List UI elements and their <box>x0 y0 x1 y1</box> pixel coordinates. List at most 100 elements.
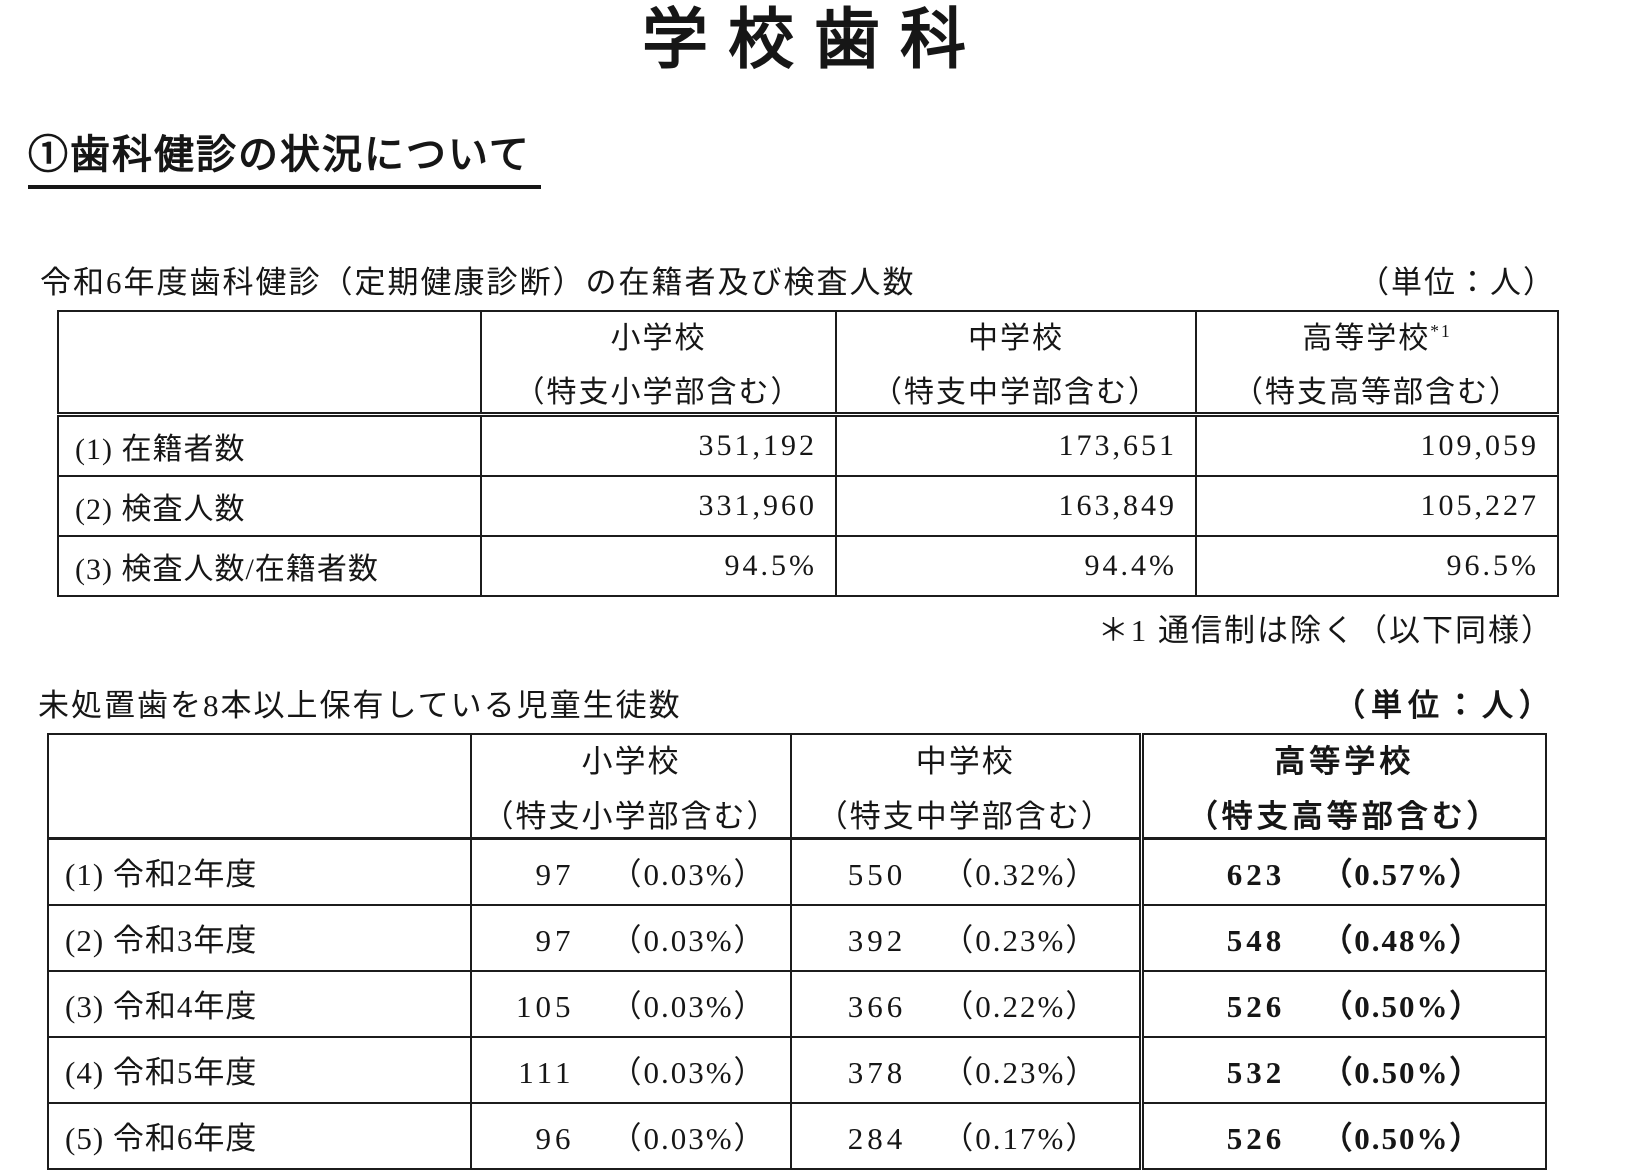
count-value: 97 <box>535 923 575 959</box>
table1-unit-label: （単位：人） <box>1358 264 1556 300</box>
percent-value: （0.17%） <box>942 1121 1099 1157</box>
table1-header-high-school: 高等学校*1 （特支高等部含む） <box>1195 309 1559 417</box>
document-page: 学校歯科 ①歯科健診の状況について 令和6年度歯科健診（定期健康診断）の在籍者及… <box>0 4 1628 1170</box>
table-cell: 105,227 <box>1195 474 1559 537</box>
percent-value: （0.50%） <box>1321 1121 1483 1157</box>
table-cell: 366 （0.22%） <box>790 969 1142 1038</box>
table-cell: 163,849 <box>835 474 1197 537</box>
row-label: (2) 令和3年度 <box>47 903 472 972</box>
table-row: (1) 在籍者数 351,192 173,651 109,059 <box>57 413 1559 477</box>
table1-corner-cell <box>57 309 482 417</box>
column-title: 小学校 <box>610 321 707 355</box>
table-cell: 284 （0.17%） <box>790 1101 1142 1170</box>
percent-value: （0.03%） <box>610 1121 767 1157</box>
table2-header-high-school: 高等学校 （特支高等部含む） <box>1138 732 1547 840</box>
table-cell: 351,192 <box>480 413 837 477</box>
table-row: (4) 令和5年度 111 （0.03%） 378 （0.23%） 532 （0.50… <box>47 1035 1547 1104</box>
row-label: (3) 検査人数/在籍者数 <box>57 534 482 597</box>
table-cell: 392 （0.23%） <box>790 903 1142 972</box>
table-cell: 526 （0.50%） <box>1138 969 1547 1038</box>
count-value: 111 <box>518 1055 575 1091</box>
table2-corner-cell <box>47 732 472 840</box>
table-row: (5) 令和6年度 96 （0.03%） 284 （0.17%） 526 （0.50%… <box>47 1101 1547 1170</box>
count-value: 550 <box>847 857 907 893</box>
table1-header-elementary: 小学校 （特支小学部含む） <box>480 309 837 417</box>
table-cell: 173,651 <box>835 413 1197 477</box>
percent-value: （0.48%） <box>1321 923 1483 959</box>
table-cell: 96.5% <box>1195 534 1559 597</box>
table-row: (3) 令和4年度 105 （0.03%） 366 （0.22%） 526 （0.50… <box>47 969 1547 1038</box>
table-cell: 623 （0.57%） <box>1138 837 1547 906</box>
table1-header-junior-high: 中学校 （特支中学部含む） <box>835 309 1197 417</box>
table2-header-junior-high: 中学校 （特支中学部含む） <box>790 732 1142 840</box>
column-subtitle: （特支中学部含む） <box>872 375 1160 409</box>
column-footnote-marker: *1 <box>1430 320 1452 341</box>
table2-caption: 未処置歯を8本以上保有している児童生徒数 <box>38 687 682 723</box>
section-heading-wrap: ①歯科健診の状況について <box>28 89 1628 222</box>
count-value: 97 <box>535 857 575 893</box>
exam-counts-table: 小学校 （特支小学部含む） 中学校 （特支中学部含む） 高等学校*1 （特支高等… <box>57 309 1559 597</box>
table-cell: 526 （0.50%） <box>1138 1101 1547 1170</box>
row-label: (3) 令和4年度 <box>47 969 472 1038</box>
table-cell: 550 （0.32%） <box>790 837 1142 906</box>
percent-value: （0.57%） <box>1321 857 1483 893</box>
count-value: 548 <box>1226 923 1286 959</box>
count-value: 392 <box>847 923 907 959</box>
table-cell: 532 （0.50%） <box>1138 1035 1547 1104</box>
column-subtitle: （特支中学部含む） <box>816 798 1114 834</box>
percent-value: （0.23%） <box>942 923 1099 959</box>
row-label: (2) 検査人数 <box>57 474 482 537</box>
percent-value: （0.22%） <box>942 989 1099 1025</box>
percent-value: （0.50%） <box>1321 1055 1483 1091</box>
table-cell: 94.5% <box>480 534 837 597</box>
table-cell: 111 （0.03%） <box>470 1035 792 1104</box>
column-subtitle: （特支小学部含む） <box>482 798 780 834</box>
count-value: 526 <box>1226 989 1286 1025</box>
table1-footnote: ＊1 通信制は除く（以下同様） <box>1097 612 1554 648</box>
column-subtitle: （特支小学部含む） <box>514 375 803 409</box>
table-cell: 109,059 <box>1195 413 1559 477</box>
table2-unit-label: （単位：人） <box>1334 687 1556 723</box>
table1-header-row: 小学校 （特支小学部含む） 中学校 （特支中学部含む） 高等学校*1 （特支高等… <box>57 309 1559 417</box>
table-cell: 97 （0.03%） <box>470 903 792 972</box>
count-value: 532 <box>1226 1055 1286 1091</box>
table2-header-row: 小学校 （特支小学部含む） 中学校 （特支中学部含む） 高等学校 （特支高等部含… <box>47 732 1547 840</box>
table1-caption: 令和6年度歯科健診（定期健康診断）の在籍者及び検査人数 <box>40 264 916 300</box>
count-value: 623 <box>1226 857 1286 893</box>
column-title: 小学校 <box>581 743 681 779</box>
count-value: 526 <box>1226 1121 1286 1157</box>
table-row: (2) 令和3年度 97 （0.03%） 392 （0.23%） 548 （0.48%… <box>47 903 1547 972</box>
untreated-teeth-table: 小学校 （特支小学部含む） 中学校 （特支中学部含む） 高等学校 （特支高等部含… <box>47 732 1547 1170</box>
table-cell: 331,960 <box>480 474 837 537</box>
table2-header-elementary: 小学校 （特支小学部含む） <box>470 732 792 840</box>
count-value: 105 <box>515 989 575 1025</box>
count-value: 366 <box>847 989 907 1025</box>
page-title: 学校歯科 <box>642 4 986 77</box>
column-subtitle: （特支高等部含む） <box>1233 375 1521 409</box>
table-cell: 548 （0.48%） <box>1138 903 1547 972</box>
count-value: 378 <box>847 1055 907 1091</box>
percent-value: （0.23%） <box>942 1055 1099 1091</box>
column-subtitle: （特支高等部含む） <box>1186 798 1502 834</box>
table-row: (1) 令和2年度 97 （0.03%） 550 （0.32%） 623 （0.57%… <box>47 837 1547 906</box>
table-cell: 97 （0.03%） <box>470 837 792 906</box>
table1-caption-row: 令和6年度歯科健診（定期健康診断）の在籍者及び検査人数 （単位：人） <box>40 257 1556 302</box>
table-row: (3) 検査人数/在籍者数 94.5% 94.4% 96.5% <box>57 534 1559 597</box>
percent-value: （0.03%） <box>610 923 767 959</box>
table-cell: 94.4% <box>835 534 1197 597</box>
table-cell: 96 （0.03%） <box>470 1101 792 1170</box>
table-cell: 105 （0.03%） <box>470 969 792 1038</box>
section-heading: ①歯科健診の状況について <box>28 122 541 190</box>
row-label: (5) 令和6年度 <box>47 1101 472 1170</box>
column-title: 高等学校 <box>1302 321 1431 355</box>
percent-value: （0.03%） <box>610 989 767 1025</box>
row-label: (1) 在籍者数 <box>57 413 482 477</box>
table-cell: 378 （0.23%） <box>790 1035 1142 1104</box>
row-label: (4) 令和5年度 <box>47 1035 472 1104</box>
column-title: 中学校 <box>915 743 1015 779</box>
percent-value: （0.32%） <box>942 857 1099 893</box>
table-row: (2) 検査人数 331,960 163,849 105,227 <box>57 474 1559 537</box>
percent-value: （0.03%） <box>610 1055 767 1091</box>
column-title: 中学校 <box>968 321 1064 355</box>
table2-caption-row: 未処置歯を8本以上保有している児童生徒数 （単位：人） <box>38 680 1556 725</box>
